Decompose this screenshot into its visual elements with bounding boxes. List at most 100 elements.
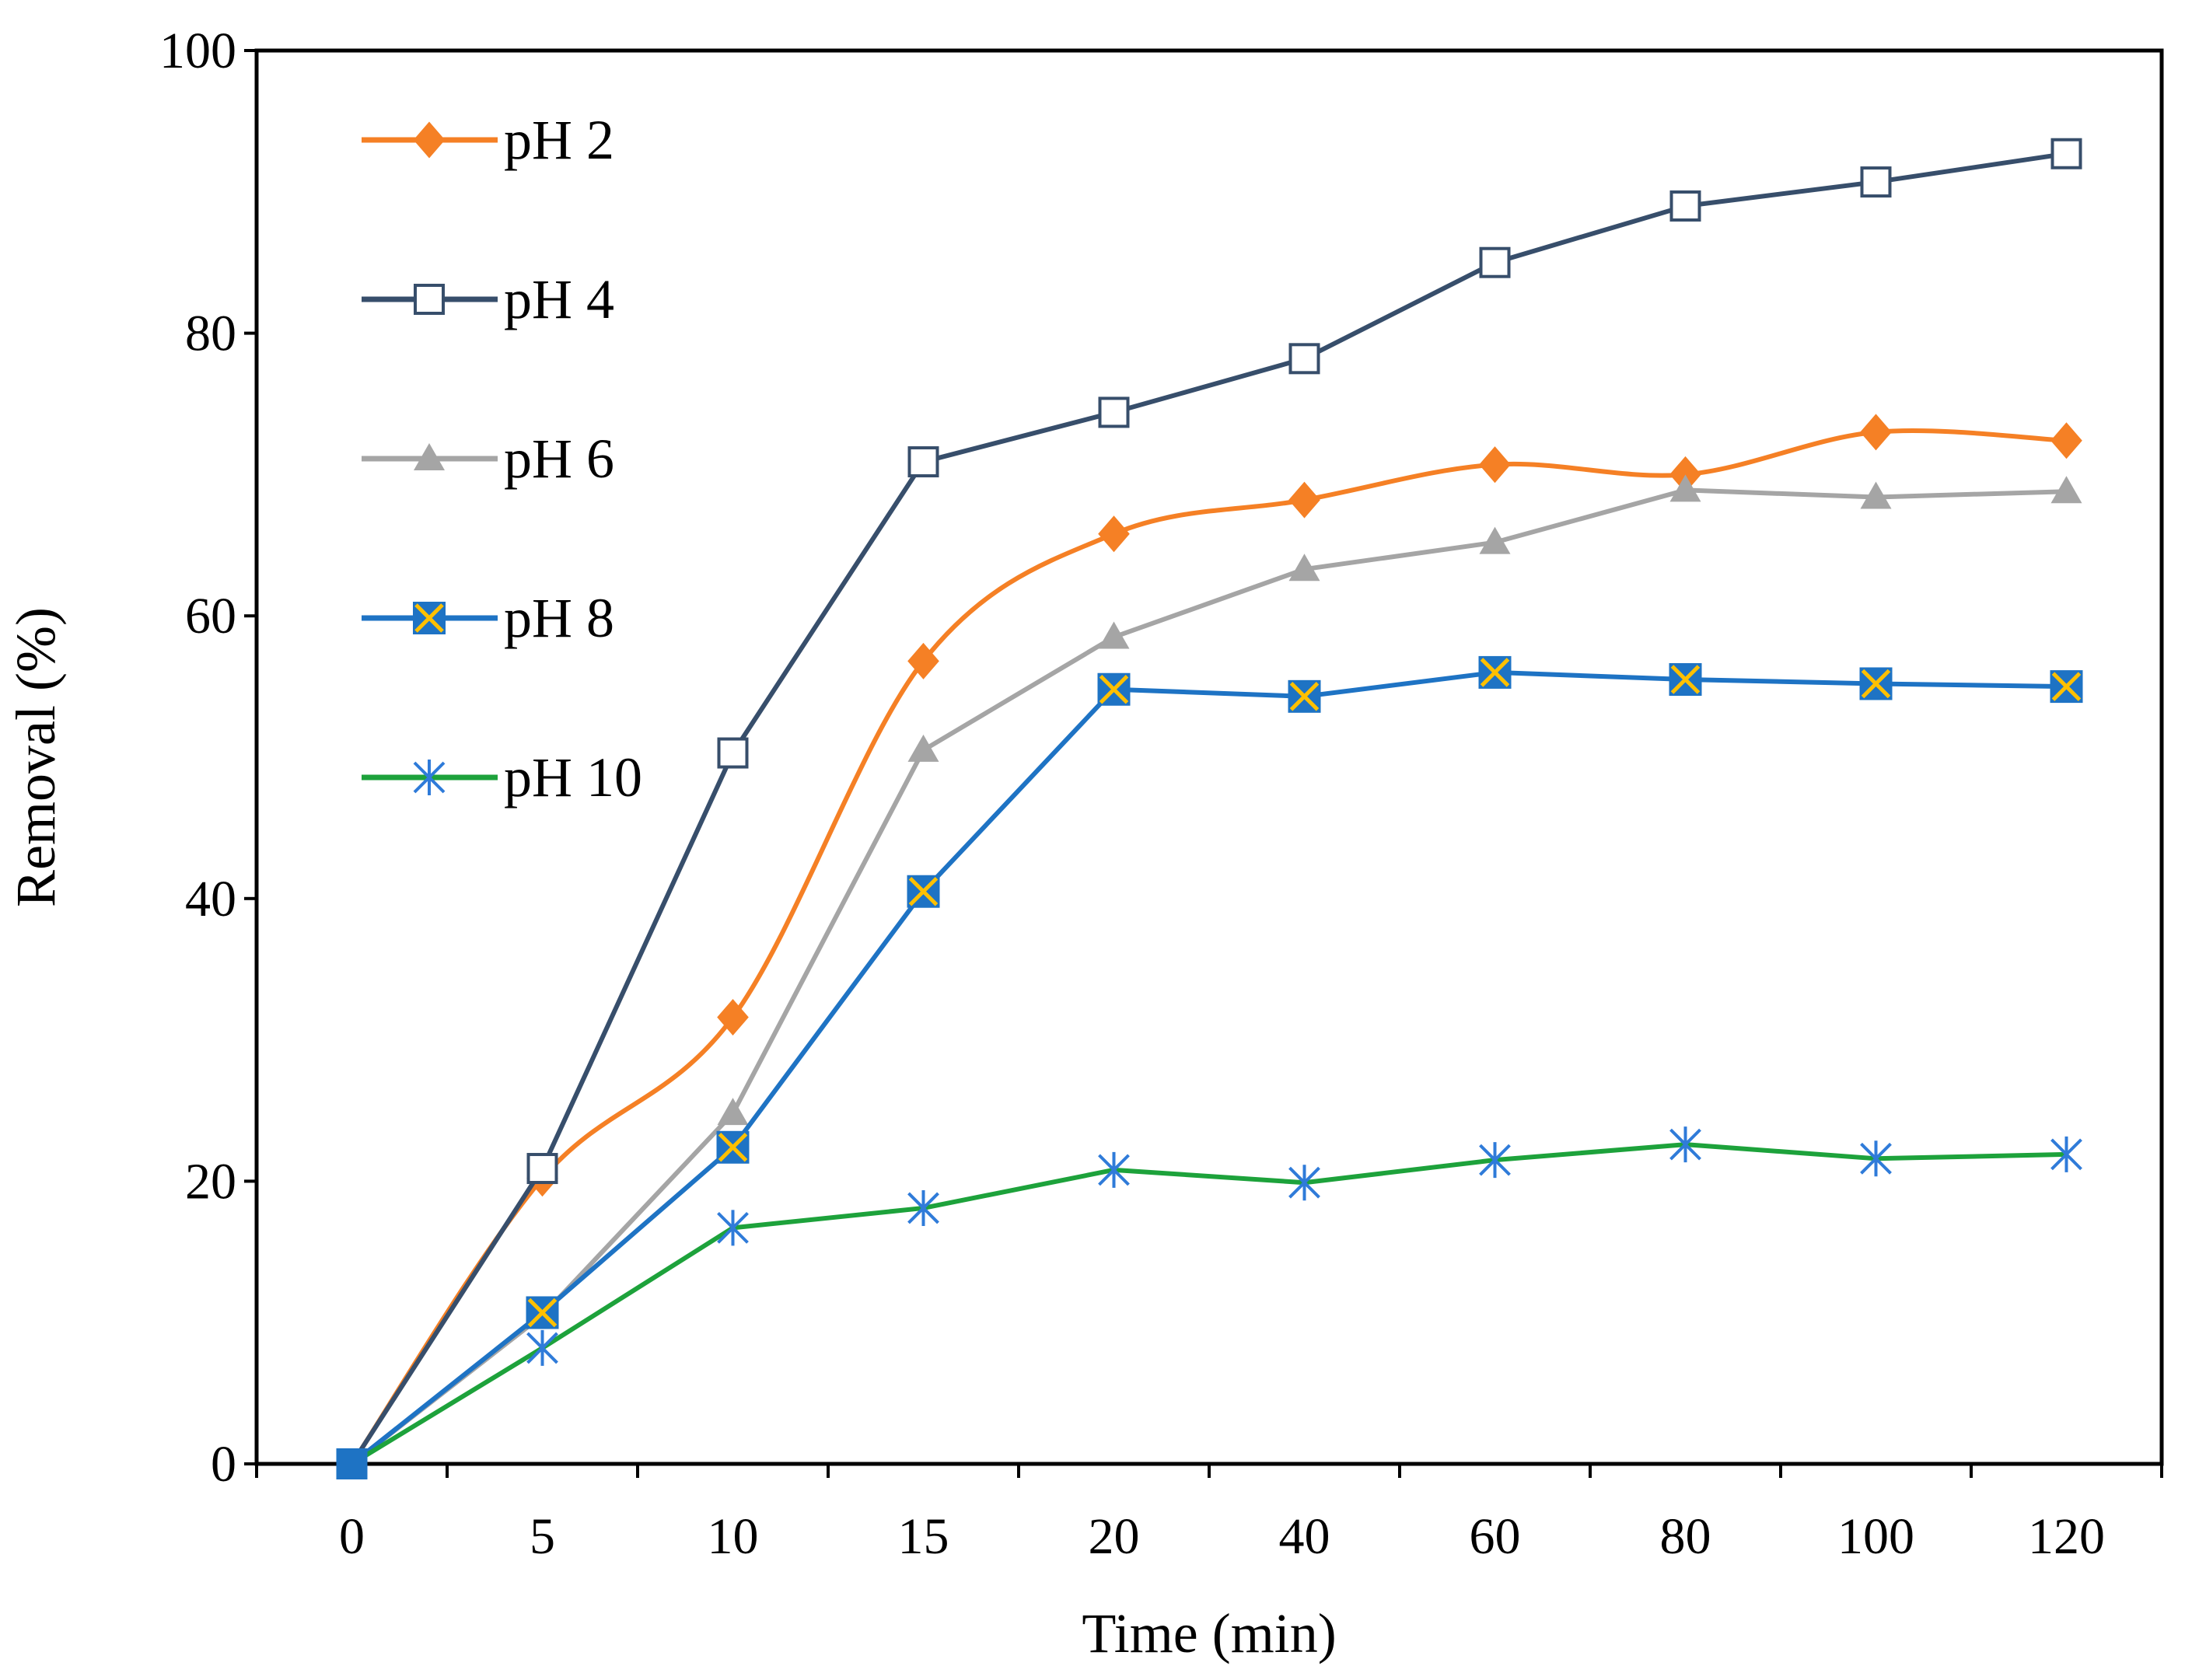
series-line-ph-8 [349, 669, 2069, 1466]
marker-shape [1479, 246, 1511, 278]
marker-shape [1479, 446, 1511, 484]
series-ph-10 [349, 1126, 2082, 1466]
data-point-ph-6 [2050, 476, 2082, 504]
x-tick-label: 40 [1279, 1508, 1330, 1565]
marker-shape [1669, 190, 1701, 222]
data-point-ph-6 [907, 734, 939, 762]
data-point-ph-8 [1669, 663, 1702, 697]
data-point-ph-4 [907, 446, 939, 478]
data-point-ph-2 [2050, 422, 2082, 459]
x-tick-label: 80 [1660, 1508, 1711, 1565]
data-point-ph-2 [1098, 515, 1130, 553]
x-tick-label: 60 [1470, 1508, 1521, 1565]
data-point-ph-6 [1479, 526, 1511, 554]
x-tick-label: 5 [530, 1508, 555, 1565]
data-point-ph-10 [1098, 1151, 1130, 1188]
marker-cross [1099, 674, 1129, 704]
data-point-ph-8 [1097, 672, 1131, 706]
series-ph-8 [349, 655, 2083, 1466]
data-point-ph-8 [526, 1296, 559, 1329]
marker-shape [1860, 481, 1892, 509]
data-point-ph-10 [1669, 1126, 1701, 1163]
marker-shape [1860, 1140, 1892, 1177]
series-ph-4 [349, 138, 2082, 1466]
marker-shape [2050, 422, 2082, 459]
marker-cross [1670, 665, 1701, 694]
legend-label: pH 4 [504, 268, 614, 330]
x-tick-label: 100 [1837, 1508, 1914, 1565]
marker-shape [2050, 138, 2082, 169]
legend-label: pH 2 [504, 109, 614, 171]
data-point-ph-4 [526, 1153, 558, 1185]
marker-shape [1098, 396, 1130, 428]
marker-shape [1479, 526, 1511, 554]
data-point-ph-8 [907, 875, 940, 908]
marker-cross [718, 1133, 748, 1162]
marker-shape [526, 1153, 558, 1185]
data-point-ph-4 [1669, 190, 1701, 222]
origin-data-point [336, 1448, 368, 1479]
data-point-ph-4 [1479, 246, 1511, 278]
data-point-ph-10 [1479, 1142, 1511, 1179]
marker-shape [413, 121, 446, 159]
data-point-ph-10 [907, 1189, 939, 1226]
y-tick-label: 40 [185, 871, 236, 927]
data-point-ph-10 [526, 1329, 558, 1366]
y-tick-label: 100 [159, 23, 236, 79]
x-tick-label: 20 [1089, 1508, 1140, 1565]
marker-shape [907, 1189, 939, 1226]
data-point-ph-4 [717, 737, 749, 769]
legend: pH 2 pH 4 pH 6 pH 8 pH 10 [362, 109, 642, 809]
y-tick-label: 60 [185, 588, 236, 644]
marker-shape [414, 443, 445, 470]
marker-shape [1669, 474, 1701, 502]
y-tick-label: 80 [185, 306, 236, 362]
marker-cross [1289, 682, 1320, 711]
x-tick-label: 15 [898, 1508, 949, 1565]
data-point-ph-6 [1669, 474, 1701, 502]
legend-label: pH 6 [504, 428, 614, 490]
marker-cross [414, 603, 444, 633]
data-point-ph-2 [717, 998, 749, 1036]
series-line-ph-10 [349, 1142, 2069, 1466]
data-point-ph-8 [1478, 655, 1512, 689]
legend-swatch-marker [413, 121, 446, 159]
marker-shape [1669, 1126, 1701, 1163]
legend-label: pH 10 [504, 746, 642, 809]
marker-shape [717, 737, 749, 769]
marker-shape [1479, 1142, 1511, 1179]
marker-shape [1860, 414, 1892, 451]
legend-item-ph-10: pH 10 [362, 746, 642, 809]
series-layer [336, 138, 2083, 1479]
marker-cross [1480, 658, 1510, 687]
y-tick-label: 20 [185, 1153, 236, 1210]
data-point-ph-6 [1288, 554, 1320, 582]
marker-shape [717, 1098, 749, 1126]
legend-item-ph-4: pH 4 [362, 268, 614, 330]
series-line-ph-2 [349, 428, 2069, 1466]
marker-shape [1098, 621, 1130, 649]
marker-shape [1288, 481, 1320, 519]
data-point-ph-6 [1860, 481, 1892, 509]
marker-shape [2050, 1136, 2082, 1172]
marker-cross [908, 876, 939, 906]
legend-swatch-marker [414, 284, 445, 315]
marker-cross [2051, 672, 2082, 701]
data-point-ph-2 [1288, 481, 1320, 519]
marker-shape [717, 1210, 749, 1246]
data-point-ph-6 [1098, 621, 1130, 649]
marker-shape [2050, 476, 2082, 504]
marker-shape [907, 642, 939, 679]
marker-shape [717, 998, 749, 1036]
data-point-ph-2 [907, 642, 939, 679]
data-point-ph-10 [717, 1210, 749, 1246]
legend-label: pH 8 [504, 587, 614, 649]
x-axis-title: Time (min) [1082, 1602, 1336, 1664]
x-tick-label: 10 [708, 1508, 759, 1565]
legend-item-ph-8: pH 8 [362, 587, 614, 649]
x-tick-label: 120 [2028, 1508, 2105, 1565]
marker-shape [1288, 1165, 1320, 1201]
marker-shape [1288, 343, 1320, 375]
